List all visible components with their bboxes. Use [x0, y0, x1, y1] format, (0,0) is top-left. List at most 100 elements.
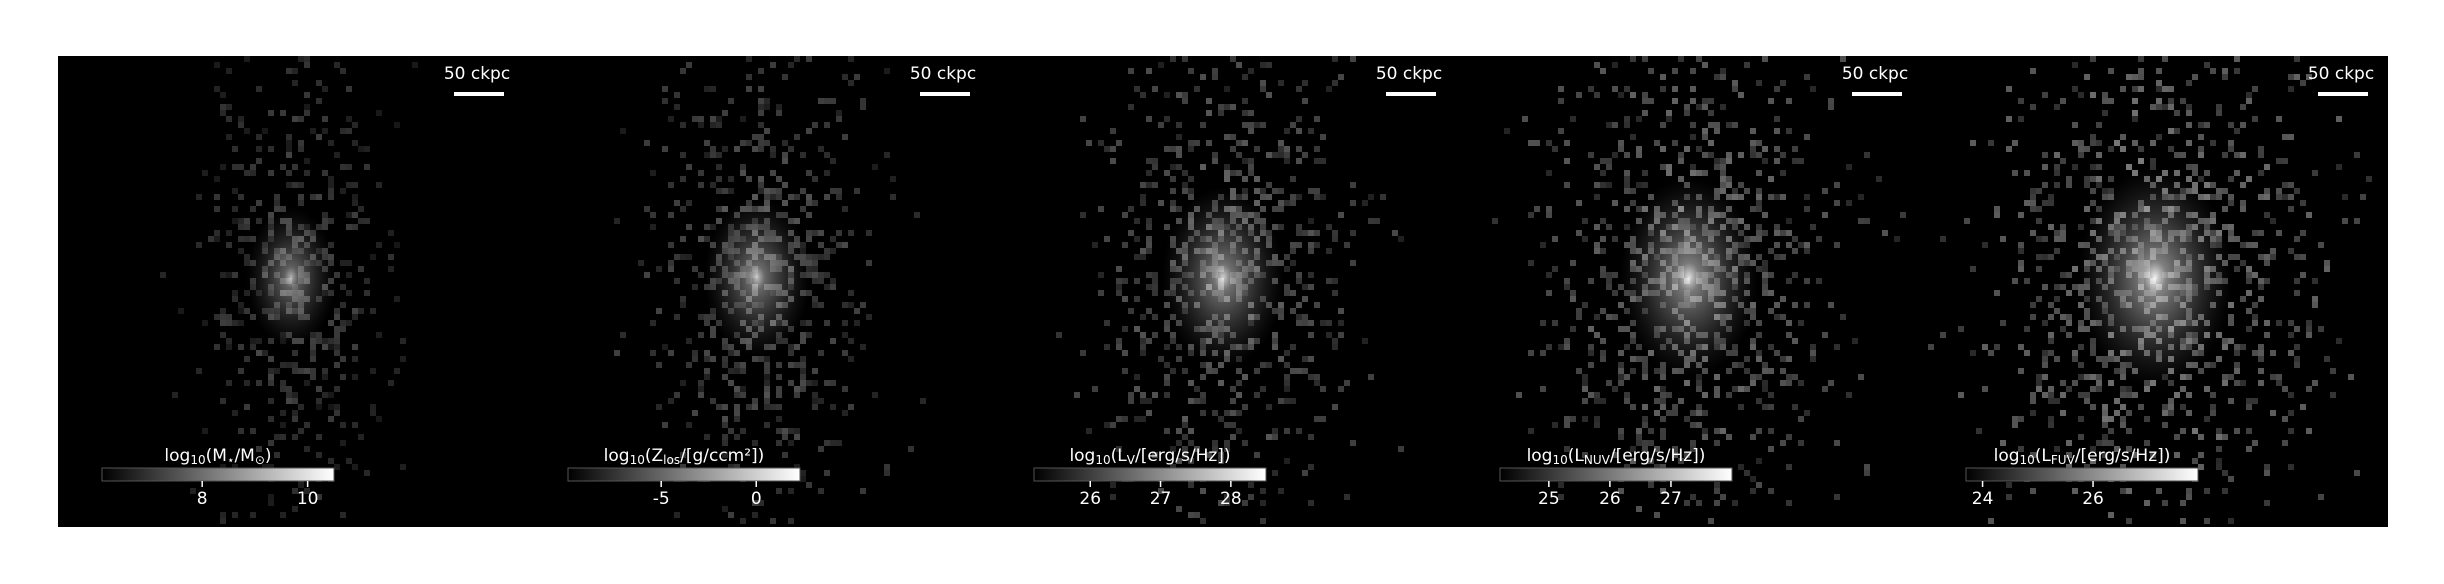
- map-pixel: [1158, 356, 1164, 362]
- map-pixel: [2168, 128, 2174, 134]
- map-pixel: [298, 182, 304, 188]
- map-pixel: [256, 380, 262, 386]
- map-pixel: [2228, 200, 2234, 206]
- map-pixel: [812, 122, 818, 128]
- map-pixel: [310, 344, 316, 350]
- map-pixel: [2006, 146, 2012, 152]
- map-pixel: [298, 200, 304, 206]
- map-pixel: [2234, 254, 2240, 260]
- map-pixel: [340, 320, 346, 326]
- map-pixel: [1726, 368, 1732, 374]
- map-pixel: [1272, 206, 1278, 212]
- map-pixel: [1774, 194, 1780, 200]
- map-pixel: [2186, 374, 2192, 380]
- map-pixel: [1594, 92, 1600, 98]
- map-pixel: [1810, 344, 1816, 350]
- colorbar-tick-label: 10: [297, 489, 319, 509]
- map-pixel: [1362, 338, 1368, 344]
- map-pixel: [650, 350, 656, 356]
- map-pixel: [304, 446, 310, 452]
- map-pixel: [1594, 242, 1600, 248]
- map-pixel: [860, 104, 866, 110]
- map-pixel: [2288, 392, 2294, 398]
- map-pixel: [1618, 362, 1624, 368]
- map-pixel: [1320, 386, 1326, 392]
- map-pixel: [698, 170, 704, 176]
- map-pixel: [788, 344, 794, 350]
- map-pixel: [1570, 290, 1576, 296]
- map-pixel: [2246, 290, 2252, 296]
- map-pixel: [1284, 458, 1290, 464]
- map-pixel: [1086, 428, 1092, 434]
- map-pixel: [800, 320, 806, 326]
- map-pixel: [298, 368, 304, 374]
- map-pixel: [2120, 422, 2126, 428]
- map-pixel: [1642, 98, 1648, 104]
- map-pixel: [1266, 152, 1272, 158]
- map-pixel: [1720, 164, 1726, 170]
- map-pixel: [1714, 374, 1720, 380]
- map-pixel: [2108, 98, 2114, 104]
- map-pixel: [1976, 428, 1982, 434]
- map-pixel: [1296, 242, 1302, 248]
- map-pixel: [304, 488, 310, 494]
- map-pixel: [1576, 308, 1582, 314]
- map-pixel: [1182, 92, 1188, 98]
- map-pixel: [1224, 170, 1230, 176]
- map-pixel: [1272, 428, 1278, 434]
- map-pixel: [250, 428, 256, 434]
- map-pixel: [2150, 104, 2156, 110]
- map-pixel: [1756, 356, 1762, 362]
- map-pixel: [2102, 434, 2108, 440]
- map-pixel: [2120, 146, 2126, 152]
- map-pixel: [1780, 368, 1786, 374]
- map-pixel: [2126, 410, 2132, 416]
- map-pixel: [1648, 458, 1654, 464]
- map-pixel: [1224, 494, 1230, 500]
- map-pixel: [812, 176, 818, 182]
- map-pixel: [1804, 242, 1810, 248]
- map-pixel: [352, 140, 358, 146]
- map-pixel: [232, 188, 238, 194]
- map-pixel: [232, 272, 238, 278]
- map-pixel: [1266, 404, 1272, 410]
- map-pixel: [782, 452, 788, 458]
- map-pixel: [2216, 356, 2222, 362]
- map-pixel: [2210, 410, 2216, 416]
- map-pixel: [1212, 440, 1218, 446]
- map-pixel: [1642, 416, 1648, 422]
- map-pixel: [1762, 56, 1768, 62]
- map-pixel: [818, 278, 824, 284]
- map-pixel: [1624, 176, 1630, 182]
- map-pixel: [238, 302, 244, 308]
- map-pixel: [2078, 434, 2084, 440]
- map-pixel: [2216, 104, 2222, 110]
- map-pixel: [728, 464, 734, 470]
- map-pixel: [2288, 350, 2294, 356]
- map-pixel: [1792, 236, 1798, 242]
- map-pixel: [1200, 164, 1206, 170]
- map-pixel: [1822, 386, 1828, 392]
- map-pixel: [1690, 440, 1696, 446]
- map-pixel: [1588, 278, 1594, 284]
- map-pixel: [1642, 440, 1648, 446]
- map-pixel: [1344, 494, 1350, 500]
- label-part: log: [1069, 446, 1095, 466]
- map-pixel: [220, 518, 226, 524]
- map-pixel: [2012, 170, 2018, 176]
- map-pixel: [1994, 290, 2000, 296]
- map-pixel: [2096, 182, 2102, 188]
- map-pixel: [1188, 428, 1194, 434]
- map-pixel: [2246, 428, 2252, 434]
- map-pixel: [280, 164, 286, 170]
- map-pixel: [2102, 416, 2108, 422]
- scale-bar-label: 50 ckpc: [444, 64, 510, 84]
- map-pixel: [1714, 428, 1720, 434]
- map-pixel: [286, 152, 292, 158]
- map-pixel: [1834, 200, 1840, 206]
- map-pixel: [2216, 188, 2222, 194]
- map-pixel: [2126, 386, 2132, 392]
- map-pixel: [346, 164, 352, 170]
- map-pixel: [1552, 422, 1558, 428]
- map-pixel: [2168, 86, 2174, 92]
